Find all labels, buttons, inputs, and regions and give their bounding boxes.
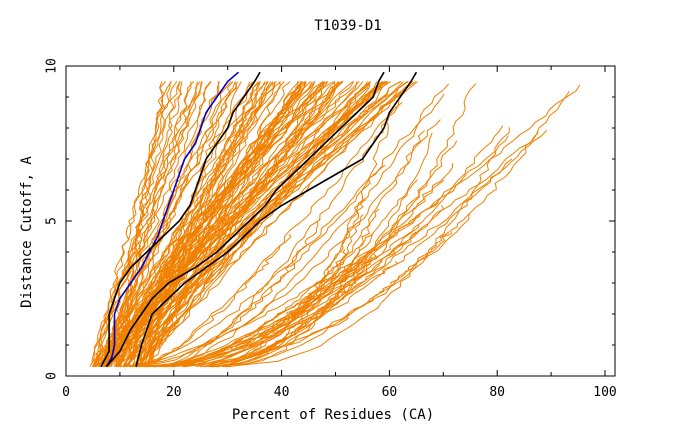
model-curve [140,81,291,368]
x-axis-ticks: 0 20 40 60 80 100 [62,66,617,400]
model-curve [118,81,272,367]
model-curve [154,163,454,368]
model-curve [146,140,458,368]
model-curve [89,81,198,367]
model-curve [107,81,391,368]
x-tick-label: 0 [62,385,70,400]
highlighted-curve-black [105,71,385,368]
model-curve [203,158,513,368]
model-curve [115,81,269,367]
model-curve [107,81,171,367]
model-curve [170,93,445,368]
model-curve [97,81,251,368]
model-curve [104,81,355,367]
model-curve [123,218,321,368]
x-tick-label: 20 [166,385,182,400]
y-tick-label: 10 [45,58,60,74]
model-curve [144,81,416,367]
x-tick-label: 100 [593,385,616,400]
highlighted-curve-black [135,71,418,367]
highlighted-model-curves [100,71,418,368]
model-curve [115,81,408,367]
model-curve [110,81,183,367]
y-axis-ticks: 0 5 10 [45,58,615,380]
model-curve [148,100,400,368]
model-curve [138,231,417,368]
model-curve [141,81,285,367]
model-curve [143,212,471,368]
model-curve [119,119,441,368]
chart-title: T1039-D1 [314,18,381,34]
highlighted-curve-black [100,71,261,368]
background-model-curves [89,81,581,368]
model-curve [103,81,306,368]
model-curve [131,81,324,367]
model-curve [102,81,236,367]
model-curve [153,125,504,368]
model-curve [208,253,377,368]
model-curve [105,81,192,367]
model-curve [107,81,316,368]
y-tick-label: 5 [45,217,60,225]
model-curve [137,83,450,368]
model-curve [93,81,195,367]
x-tick-label: 40 [274,385,290,400]
model-curve [221,179,418,368]
model-curve [205,130,425,368]
model-curve [102,81,383,368]
model-curve [129,201,440,368]
x-tick-label: 60 [382,385,398,400]
model-curve [225,127,510,368]
model-curve [195,130,547,368]
model-curve [93,81,183,367]
model-curve [165,234,374,368]
model-curve [165,91,570,368]
model-curve [96,81,276,367]
y-axis-label: Distance Cutoff, A [19,156,35,308]
model-curve [160,164,386,368]
model-curve [114,81,343,367]
x-axis-label: Percent of Residues (CA) [232,407,434,423]
y-tick-label: 0 [45,372,60,380]
model-curve [213,213,364,368]
model-curve [104,81,364,367]
model-curve [94,81,178,367]
model-curve [94,81,259,367]
model-curve [140,81,411,367]
x-tick-label: 80 [489,385,505,400]
model-curve [148,81,261,367]
highlighted-curve-blue [105,71,240,368]
model-curve [152,223,420,368]
model-curve [115,81,404,368]
model-curve [132,233,292,368]
model-curve [138,81,408,367]
